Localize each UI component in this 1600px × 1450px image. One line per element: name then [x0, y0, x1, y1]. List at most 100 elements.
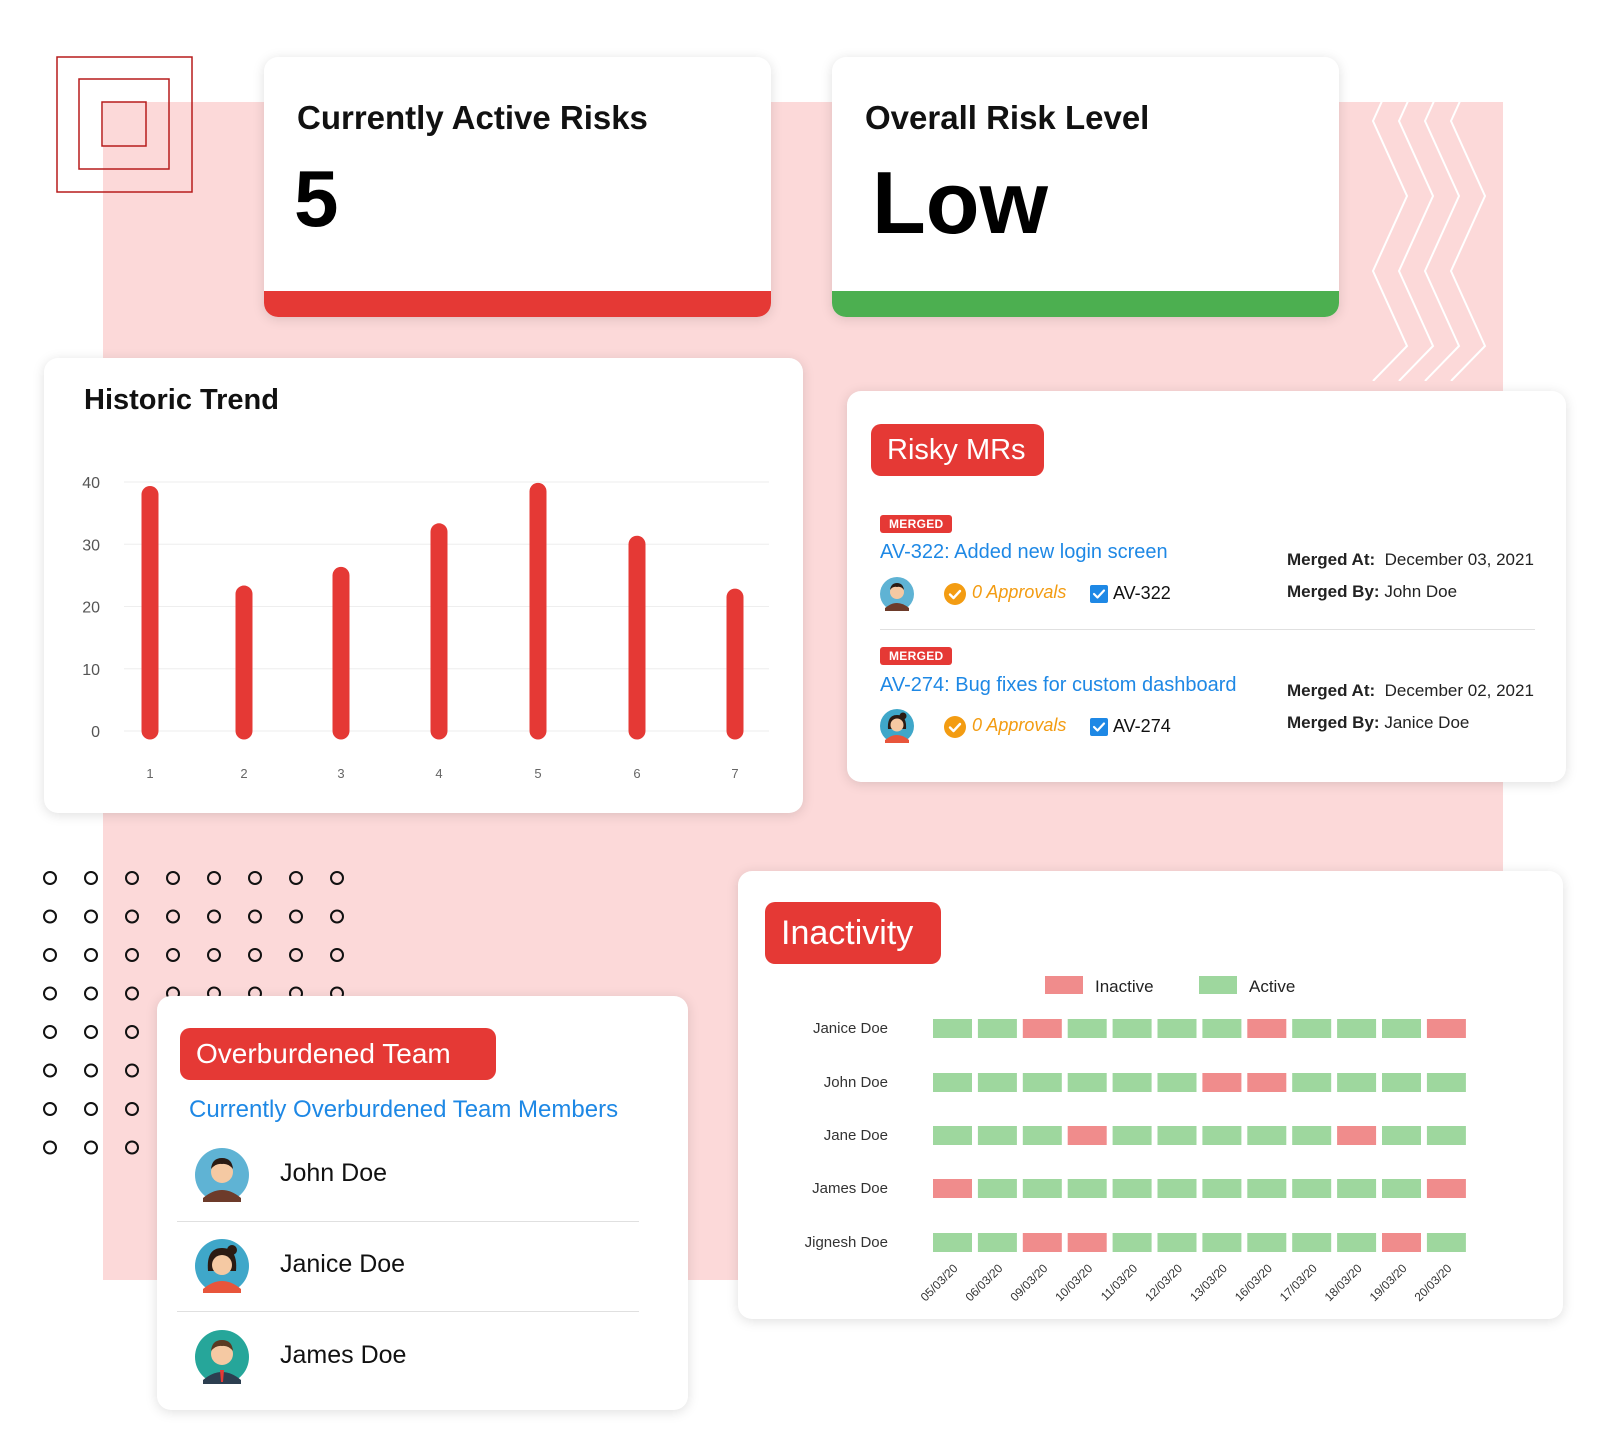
decoration-dot	[289, 909, 303, 924]
decoration-dot	[43, 909, 57, 924]
heatmap-cell	[1022, 1019, 1062, 1038]
heatmap-cell	[1247, 1179, 1287, 1198]
historic-trend-chart: 0 10 20 30 40 1 2 3 4 5 6 7	[82, 475, 769, 781]
decoration-dot	[166, 871, 180, 885]
decoration-dot	[166, 909, 180, 924]
risky-mrs-card: Risky MRs MERGED AV-322: Added new login…	[847, 391, 1566, 782]
female-avatar-icon	[880, 709, 914, 743]
heatmap-cell	[1202, 1233, 1242, 1252]
decoration-dot	[248, 948, 262, 962]
heatmap-cell	[977, 1179, 1017, 1198]
heatmap-cell	[933, 1019, 972, 1038]
decoration-dot	[289, 948, 303, 962]
decoration-dot	[207, 948, 221, 962]
checkbox-checked-icon[interactable]	[1090, 718, 1108, 736]
overburdened-heading: Overburdened Team	[180, 1028, 496, 1080]
overburdened-subtitle: Currently Overburdened Team Members	[189, 1096, 619, 1123]
decoration-dot	[43, 1102, 57, 1116]
decoration-dot	[43, 986, 57, 1001]
dot-grid-decoration	[43, 871, 344, 1155]
heatmap-cell	[1202, 1073, 1242, 1092]
inactivity-heading: Inactivity	[765, 902, 941, 964]
heatmap-cell	[1157, 1019, 1197, 1038]
heatmap-cell	[1247, 1233, 1287, 1252]
heatmap-cell	[1202, 1126, 1242, 1145]
decoration-dot	[166, 948, 180, 962]
decoration-dot	[84, 1025, 98, 1039]
y-tick-label: 10	[82, 662, 100, 679]
decoration-dot	[125, 986, 139, 1001]
decoration-dot	[84, 871, 98, 885]
legend-label: Inactive	[1095, 977, 1154, 996]
risk-level-value: Low	[872, 153, 1048, 252]
zigzag-decoration	[1371, 46, 1487, 381]
heatmap-cell	[1112, 1233, 1152, 1252]
decoration-dot	[330, 909, 344, 924]
heatmap-cell	[1382, 1073, 1421, 1092]
team-member-name: John Doe	[280, 1159, 388, 1187]
x-tick-label: 2	[240, 766, 247, 781]
team-member-name: Janice Doe	[280, 1250, 406, 1278]
heatmap-cell	[1337, 1019, 1377, 1038]
heatmap-cell	[1022, 1233, 1062, 1252]
mr-merged-at-label: Merged At:	[1287, 681, 1376, 700]
decoration-dot	[43, 1140, 57, 1155]
heatmap-cell	[1426, 1233, 1466, 1252]
heatmap-cell	[1157, 1179, 1197, 1198]
x-tick-label: 3	[337, 766, 344, 781]
male-avatar-icon	[195, 1148, 249, 1202]
decoration-dot	[43, 1025, 57, 1039]
mr-title-link[interactable]: AV-322: Added new login screen	[880, 541, 1168, 563]
heatmap-cell	[1337, 1179, 1377, 1198]
nested-squares-decoration	[56, 56, 193, 193]
decoration-dot	[43, 948, 57, 962]
column-label: 16/03/20	[1232, 1261, 1275, 1304]
decoration-dot	[84, 1140, 98, 1155]
decoration-dot	[125, 948, 139, 962]
heatmap-cell	[1426, 1179, 1466, 1198]
approval-check-icon	[944, 583, 966, 605]
heatmap-cell	[1022, 1126, 1062, 1145]
mr-id: AV-274	[1113, 716, 1171, 736]
team-member-name: James Doe	[280, 1341, 407, 1369]
heatmap-cell	[1382, 1233, 1421, 1252]
decoration-dot	[84, 986, 98, 1001]
column-label: 10/03/20	[1052, 1261, 1095, 1304]
decoration-dot	[43, 871, 57, 885]
checkbox-checked-icon[interactable]	[1090, 585, 1108, 603]
heatmap-cell	[1067, 1179, 1107, 1198]
active-risks-value: 5	[294, 154, 339, 243]
heatmap-cell	[1067, 1126, 1107, 1145]
y-tick-label: 0	[91, 724, 100, 741]
risky-mrs-heading: Risky MRs	[871, 424, 1044, 476]
x-tick-label: 1	[146, 766, 153, 781]
heatmap-cell	[1337, 1073, 1377, 1092]
member-divider	[177, 1311, 639, 1312]
column-label: 12/03/20	[1142, 1261, 1185, 1304]
decoration-dot	[125, 909, 139, 924]
column-label: 19/03/20	[1367, 1261, 1410, 1304]
decoration-dot	[125, 1063, 139, 1078]
male-avatar-icon	[195, 1330, 249, 1384]
heatmap-cell	[1202, 1179, 1242, 1198]
mr-title-link[interactable]: AV-274: Bug fixes for custom dashboard	[880, 674, 1237, 696]
heatmap-cell	[1382, 1126, 1421, 1145]
risk-level-title: Overall Risk Level	[865, 99, 1150, 136]
decoration-dot	[125, 1102, 139, 1116]
heatmap-cell	[933, 1179, 972, 1198]
heatmap-cell	[977, 1126, 1017, 1145]
row-label: Jane Doe	[824, 1127, 888, 1144]
mr-merged-at-label: Merged At:	[1287, 550, 1376, 569]
decoration-dot	[330, 871, 344, 885]
active-risks-title: Currently Active Risks	[297, 99, 648, 136]
mr-merged-at-value: December 03, 2021	[1384, 550, 1534, 569]
row-label: John Doe	[824, 1074, 888, 1091]
approval-check-icon	[944, 716, 966, 738]
mr-merged-by-value: Janice Doe	[1384, 713, 1470, 732]
heatmap-cell	[1247, 1019, 1287, 1038]
heatmap-cell	[1337, 1233, 1377, 1252]
heatmap-cell	[1157, 1233, 1197, 1252]
decoration-dot	[84, 948, 98, 962]
decoration-dot	[125, 871, 139, 885]
historic-trend-title: Historic Trend	[84, 384, 279, 416]
